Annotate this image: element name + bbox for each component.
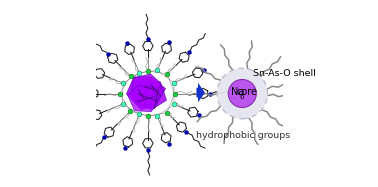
Polygon shape xyxy=(128,85,159,112)
Text: Na: Na xyxy=(231,87,244,97)
Polygon shape xyxy=(127,77,166,109)
Text: Sn-As-O shell: Sn-As-O shell xyxy=(253,69,315,78)
Circle shape xyxy=(228,79,256,108)
Circle shape xyxy=(217,68,268,119)
Text: core: core xyxy=(236,87,257,97)
Text: 6: 6 xyxy=(239,94,243,100)
Polygon shape xyxy=(135,82,166,110)
Polygon shape xyxy=(131,74,163,105)
Text: hydrophobic groups: hydrophobic groups xyxy=(196,131,290,140)
